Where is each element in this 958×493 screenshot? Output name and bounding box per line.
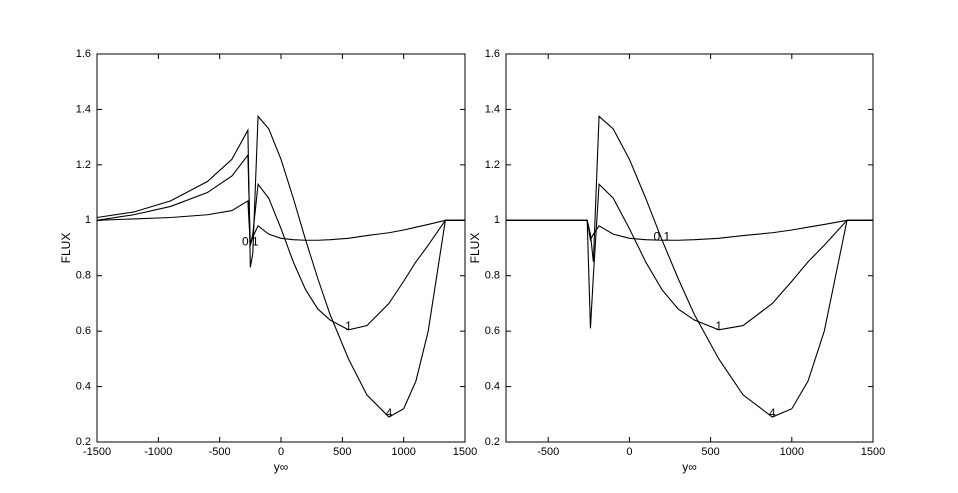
y-tick-label: 0.6 [485,325,500,337]
y-tick-label: 1.2 [76,159,91,171]
x-tick-label: -1000 [144,446,172,458]
y-tick-label: 1 [494,214,500,226]
y-tick-label: 0.4 [485,380,500,392]
x-tick-label: -1500 [83,446,111,458]
x-tick-label: -500 [537,446,559,458]
x-tick-label: -500 [209,446,231,458]
x-tick-label: 0 [278,446,284,458]
x-tick-label: 1500 [861,446,885,458]
y-tick-label: 0.8 [485,270,500,282]
curve-label: 0.1 [242,234,259,248]
y-tick-label: 0.8 [76,270,91,282]
y-tick-label: 1 [85,214,91,226]
y-tick-label: 1.4 [485,103,500,115]
curve-label: 1 [345,319,352,333]
x-tick-label: 500 [701,446,719,458]
plot-frame [505,53,874,443]
y-tick-label: 0.2 [76,436,91,448]
curve [96,153,465,331]
x-axis-label: y∞ [274,460,289,474]
curve [506,183,873,331]
y-tick-label: 1.6 [76,48,91,60]
x-tick-label: 0 [626,446,632,458]
x-tick-label: 1000 [780,446,804,458]
y-tick-label: 0.6 [76,325,91,337]
curve-label: 1 [715,319,722,333]
curve-label: 4 [386,406,393,420]
y-tick-label: 1.2 [485,159,500,171]
curve-label: 4 [769,406,776,420]
x-tick-label: 1000 [391,446,415,458]
curve [96,114,465,418]
y-tick-label: 1.4 [76,103,91,115]
y-tick-label: 1.6 [485,48,500,60]
plot-frame [96,53,466,443]
curve-label: 0.1 [654,229,671,243]
x-tick-label: 500 [333,446,351,458]
x-tick-label: 1500 [453,446,477,458]
y-axis-label: FLUX [59,233,73,264]
curve [506,219,873,242]
x-axis-label: y∞ [682,460,697,474]
y-tick-label: 0.4 [76,380,91,392]
y-axis-label: FLUX [468,233,482,264]
curve [96,199,465,246]
curve [506,115,873,418]
y-tick-label: 0.2 [485,436,500,448]
